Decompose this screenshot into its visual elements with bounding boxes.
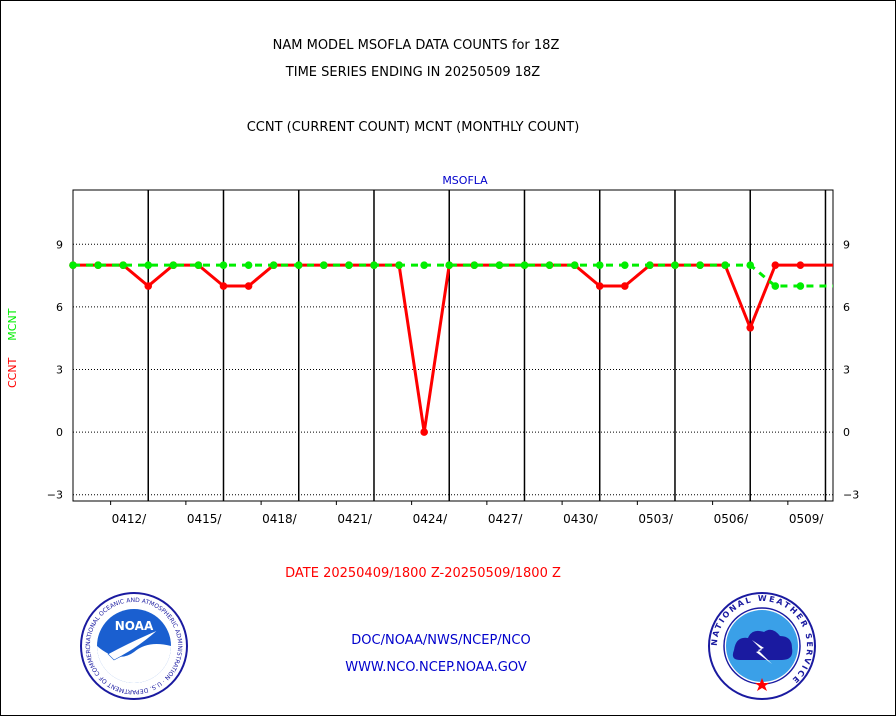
- data-point-mcnt: [69, 261, 77, 269]
- data-point-mcnt: [144, 261, 153, 269]
- data-point-ccnt: [796, 261, 805, 269]
- data-point-mcnt: [445, 261, 454, 269]
- chart-title-line1: NAM MODEL MSOFLA DATA COUNTS for 18Z: [272, 38, 560, 53]
- website-line: WWW.NCO.NCEP.NOAA.GOV: [345, 660, 527, 675]
- series-line-ccnt: [73, 263, 833, 433]
- data-point-mcnt: [696, 261, 704, 269]
- data-point-mcnt: [94, 261, 102, 269]
- series-line-mcnt: [73, 263, 833, 288]
- y-tick-label-left: 9: [56, 238, 63, 251]
- data-point-ccnt: [771, 261, 780, 269]
- y-tick-label-left: 3: [56, 364, 63, 377]
- data-point-mcnt: [771, 282, 780, 290]
- data-point-ccnt: [746, 323, 755, 332]
- plot-frame: [72, 189, 834, 502]
- y-tick-label-right: 0: [843, 426, 850, 439]
- y-tick-label-left: −3: [47, 489, 63, 502]
- data-point-mcnt: [746, 261, 755, 269]
- noaa-logo: NOAA NATIONAL OCEANIC AND ATMOSPHERIC AD…: [78, 590, 188, 700]
- x-tick-label: 0509/: [789, 512, 825, 526]
- station-label: MSOFLA: [442, 174, 488, 187]
- data-point-mcnt: [671, 261, 679, 269]
- x-tick-label: 0506/: [714, 512, 750, 526]
- data-point-mcnt: [721, 261, 729, 269]
- data-point-mcnt: [269, 261, 278, 269]
- data-point-mcnt: [395, 261, 403, 269]
- data-point-mcnt: [320, 261, 328, 269]
- y-tick-label-right: 3: [843, 364, 850, 377]
- org-line: DOC/NOAA/NWS/NCEP/NCO: [351, 633, 531, 648]
- data-point-mcnt: [796, 282, 805, 290]
- data-point-mcnt: [219, 261, 228, 269]
- chart-subtitle: CCNT (CURRENT COUNT) MCNT (MONTHLY COUNT…: [246, 120, 580, 135]
- data-point-mcnt: [345, 261, 353, 269]
- y-tick-label-right: 9: [843, 238, 850, 251]
- data-point-ccnt: [219, 282, 228, 290]
- nws-logo: NATIONAL WEATHER SERVICE: [708, 592, 816, 700]
- x-tick-label: 0421/: [337, 512, 373, 526]
- data-point-mcnt: [520, 261, 529, 269]
- data-point-mcnt: [244, 261, 253, 269]
- y-tick-label-left: 6: [56, 301, 63, 314]
- data-point-mcnt: [621, 261, 629, 269]
- data-point-mcnt: [470, 261, 479, 269]
- x-tick-label: 0503/: [638, 512, 674, 526]
- x-tick-label: 0412/: [112, 512, 148, 526]
- chart-title-line2: TIME SERIES ENDING IN 20250509 18Z: [285, 65, 541, 80]
- data-point-mcnt: [570, 261, 579, 269]
- x-tick-label: 0424/: [413, 512, 449, 526]
- data-point-mcnt: [294, 261, 303, 269]
- data-point-mcnt: [646, 261, 654, 269]
- data-point-ccnt: [144, 282, 153, 290]
- data-point-mcnt: [370, 261, 378, 269]
- y-tick-label-right: −3: [843, 489, 859, 502]
- data-point-ccnt: [244, 282, 253, 290]
- data-point-mcnt: [119, 261, 127, 269]
- y-axis-label-mcnt: MCNT: [6, 308, 19, 341]
- x-tick-label: 0430/: [563, 512, 599, 526]
- y-tick-label-right: 6: [843, 301, 850, 314]
- y-tick-label-left: 0: [56, 426, 63, 439]
- x-tick-label: 0427/: [488, 512, 524, 526]
- date-range-label: DATE 20250409/1800 Z-20250509/1800 Z: [285, 566, 561, 581]
- data-point-ccnt: [621, 282, 629, 290]
- x-tick-label: 0418/: [262, 512, 298, 526]
- data-point-ccnt: [420, 428, 428, 436]
- y-axis-label-ccnt: CCNT: [6, 357, 19, 388]
- data-point-ccnt: [595, 282, 604, 290]
- data-point-mcnt: [545, 261, 554, 269]
- data-point-mcnt: [420, 261, 428, 269]
- data-point-mcnt: [495, 261, 504, 269]
- x-tick-label: 0415/: [187, 512, 223, 526]
- data-point-mcnt: [169, 261, 178, 269]
- data-point-mcnt: [194, 261, 203, 269]
- data-point-mcnt: [595, 261, 604, 269]
- y-axis-label: CCNT MCNT: [6, 309, 19, 388]
- noaa-logo-text: NOAA: [115, 619, 154, 633]
